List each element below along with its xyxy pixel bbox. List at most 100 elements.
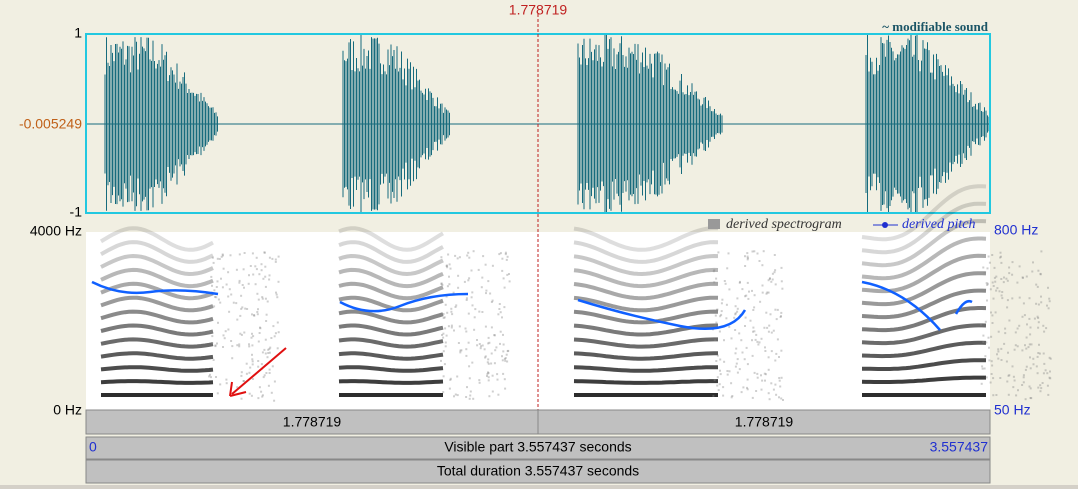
noise [264, 297, 267, 300]
noise [505, 353, 508, 356]
noise [1022, 302, 1025, 305]
noise [228, 310, 231, 313]
noise [249, 265, 252, 267]
noise [504, 253, 507, 256]
noise [1006, 299, 1009, 302]
noise [480, 345, 482, 348]
noise [264, 285, 267, 288]
noise [1037, 303, 1040, 306]
noise [1000, 278, 1003, 280]
noise [1038, 343, 1040, 346]
noise [1024, 344, 1026, 347]
noise [761, 264, 764, 267]
noise [753, 250, 756, 253]
noise [1037, 352, 1040, 354]
noise [1022, 376, 1025, 379]
noise [734, 312, 737, 315]
noise [1014, 344, 1017, 347]
noise [1000, 347, 1003, 350]
noise [1035, 302, 1038, 305]
noise [725, 317, 728, 320]
harmonic [573, 253, 719, 277]
noise [489, 292, 492, 295]
noise [983, 271, 986, 274]
harmonic [100, 240, 214, 264]
visible-part-bar[interactable] [85, 436, 991, 460]
noise [1012, 386, 1015, 389]
noise [444, 327, 447, 330]
noise [983, 367, 986, 370]
noise [982, 341, 985, 344]
noise [768, 398, 771, 401]
noise [736, 307, 739, 310]
noise [264, 275, 267, 278]
noise [746, 281, 749, 284]
left-segment-bar[interactable] [85, 409, 539, 435]
total-duration-bar[interactable] [85, 459, 991, 484]
noise [257, 397, 260, 400]
bottom-strip [0, 485, 1078, 489]
noise [211, 256, 214, 259]
noise [468, 277, 471, 280]
right-segment-bar[interactable] [537, 409, 991, 435]
harmonic [100, 337, 214, 349]
noise [478, 343, 481, 345]
noise [477, 268, 480, 271]
noise [738, 368, 741, 371]
noise [1011, 261, 1014, 264]
noise [442, 350, 445, 353]
noise [442, 375, 445, 378]
noise [760, 337, 763, 340]
noise [210, 275, 213, 278]
harmonic [573, 240, 719, 264]
noise [215, 296, 218, 299]
noise [262, 376, 265, 379]
noise [273, 335, 276, 338]
noise [741, 288, 744, 291]
noise [258, 386, 261, 389]
harmonic [861, 306, 987, 333]
noise [225, 382, 228, 385]
noise [736, 358, 739, 361]
noise [211, 342, 214, 344]
noise [1040, 301, 1043, 304]
noise [751, 339, 753, 342]
noise [715, 321, 718, 324]
noise [502, 350, 505, 353]
noise [764, 346, 766, 349]
noise [735, 347, 738, 350]
harmonic [100, 379, 214, 385]
noise [502, 343, 505, 346]
noise [766, 326, 769, 329]
noise [770, 280, 773, 283]
noise [770, 331, 773, 334]
noise [504, 387, 507, 390]
noise [444, 341, 447, 344]
waveform [104, 34, 990, 214]
noise [1001, 297, 1004, 300]
noise [768, 324, 771, 327]
noise [719, 373, 722, 376]
noise [251, 353, 253, 356]
noise [1016, 327, 1019, 330]
noise [244, 307, 247, 310]
cursor-time: 1.778719 [509, 2, 568, 18]
noise [774, 359, 777, 362]
noise [481, 276, 484, 279]
noise [490, 326, 493, 329]
noise [753, 371, 756, 374]
noise [242, 380, 245, 382]
noise [452, 291, 455, 294]
noise [211, 335, 214, 338]
harmonic [338, 240, 444, 264]
noise [445, 334, 448, 337]
noise [470, 296, 473, 299]
noise [719, 315, 722, 318]
noise [988, 346, 990, 349]
noise [241, 306, 244, 309]
noise [256, 311, 259, 313]
noise [1028, 297, 1031, 300]
noise [239, 332, 242, 335]
noise [263, 374, 266, 377]
